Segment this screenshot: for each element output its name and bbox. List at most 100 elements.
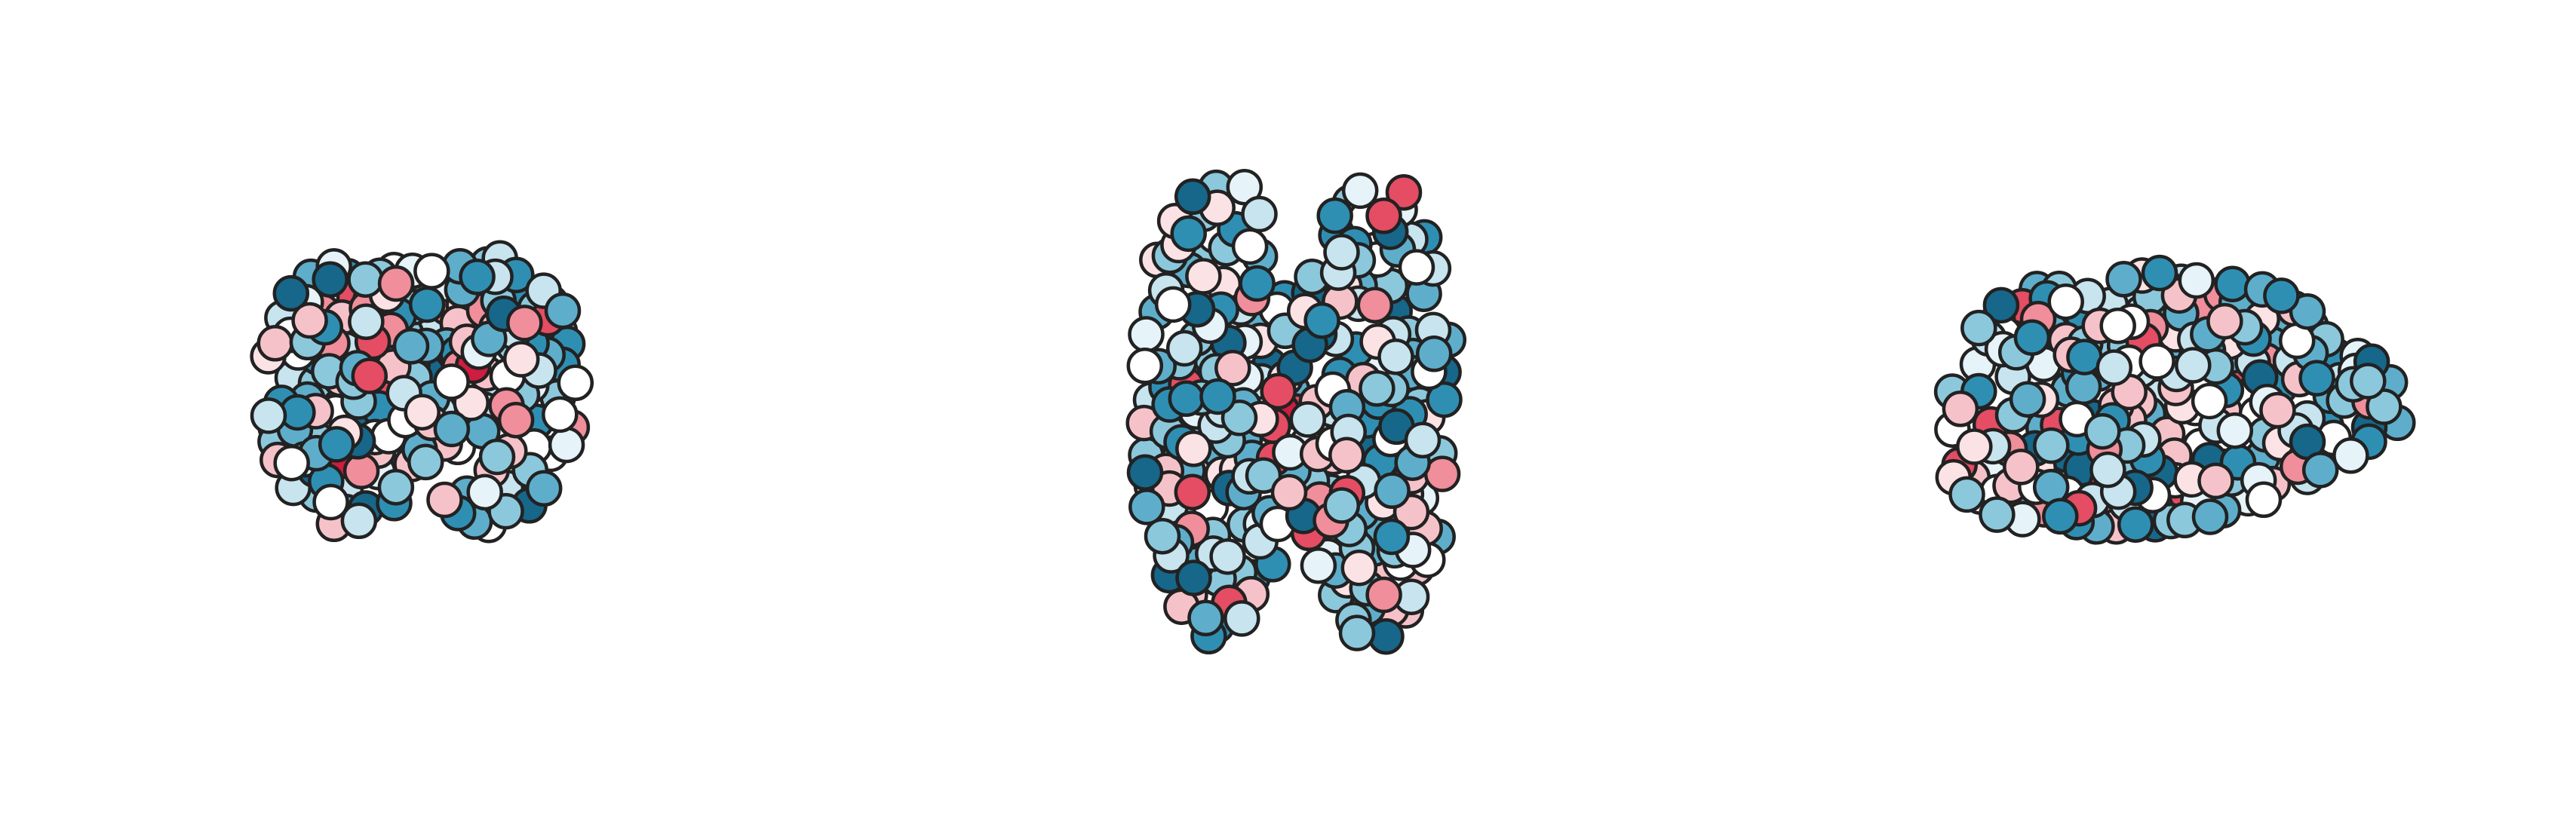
node [273, 444, 310, 482]
node [1270, 473, 1308, 511]
node [1289, 401, 1327, 438]
node [2350, 363, 2387, 400]
node [2206, 302, 2243, 340]
node [1174, 178, 1211, 216]
node [1241, 195, 1278, 233]
node [548, 426, 585, 464]
node [1341, 172, 1379, 210]
node [1154, 286, 1192, 323]
node [312, 261, 348, 298]
node [256, 325, 294, 362]
node [1175, 559, 1212, 596]
axial-view [1125, 168, 1467, 655]
sagittal-view [1933, 254, 2416, 545]
node [348, 303, 385, 341]
node [502, 341, 540, 378]
node [1338, 614, 1376, 651]
node [2178, 262, 2215, 299]
node [2214, 265, 2251, 302]
node [2013, 319, 2051, 356]
node [272, 274, 310, 312]
node [1220, 400, 1258, 437]
node [347, 261, 384, 298]
node [1214, 350, 1251, 387]
node [1245, 457, 1282, 495]
node [544, 292, 582, 329]
node [1144, 517, 1181, 555]
node [1942, 391, 1979, 427]
node [1231, 228, 1269, 265]
node [2099, 307, 2136, 345]
node [404, 394, 441, 430]
node [1170, 215, 1207, 253]
node [1982, 286, 2020, 324]
node [1300, 547, 1337, 584]
node [1224, 600, 1260, 637]
node [506, 305, 543, 342]
node [1323, 487, 1361, 524]
node [340, 502, 378, 540]
node [2003, 449, 2040, 486]
node [2105, 261, 2142, 298]
node [2095, 349, 2133, 386]
node [1948, 476, 1985, 513]
node [250, 397, 287, 434]
node [2009, 381, 2046, 418]
node [2117, 506, 2154, 543]
node [2141, 254, 2178, 292]
node [1960, 309, 1997, 347]
node [2033, 427, 2070, 464]
node [1359, 370, 1395, 407]
node [318, 426, 355, 463]
node [557, 364, 594, 402]
node [2042, 498, 2079, 535]
node [312, 483, 349, 521]
node [1340, 549, 1378, 587]
node [1426, 381, 1463, 418]
node [1328, 437, 1365, 474]
node [1956, 428, 1993, 465]
node [2089, 451, 2126, 489]
node [392, 328, 430, 365]
node [433, 410, 471, 448]
node [1316, 197, 1353, 234]
node [2298, 360, 2335, 397]
coronal-view [250, 240, 594, 544]
node [2289, 293, 2326, 330]
node [1126, 454, 1164, 491]
node [351, 357, 388, 394]
node [1168, 380, 1205, 417]
node [1415, 335, 1453, 372]
node [1239, 265, 1276, 302]
node [466, 473, 503, 511]
node [2191, 498, 2229, 535]
node [413, 253, 450, 289]
node [2263, 277, 2300, 314]
node [1126, 348, 1164, 384]
node [1377, 338, 1414, 375]
node [2197, 462, 2234, 500]
node [408, 286, 446, 323]
node [407, 443, 444, 481]
node [1365, 576, 1402, 614]
node [342, 452, 380, 490]
node [1404, 421, 1442, 459]
node [2047, 283, 2084, 320]
node [1365, 198, 1402, 234]
node [1185, 258, 1222, 295]
node [2301, 452, 2339, 489]
node [1187, 599, 1224, 637]
node [1373, 518, 1411, 556]
node [2366, 388, 2403, 425]
node [459, 259, 496, 296]
node [2245, 481, 2283, 519]
node [1260, 372, 1297, 410]
node [1175, 430, 1212, 467]
node [478, 438, 516, 476]
node [2259, 391, 2296, 429]
node [542, 396, 579, 433]
node [291, 302, 328, 339]
node [1209, 538, 1246, 575]
node [1174, 473, 1211, 510]
